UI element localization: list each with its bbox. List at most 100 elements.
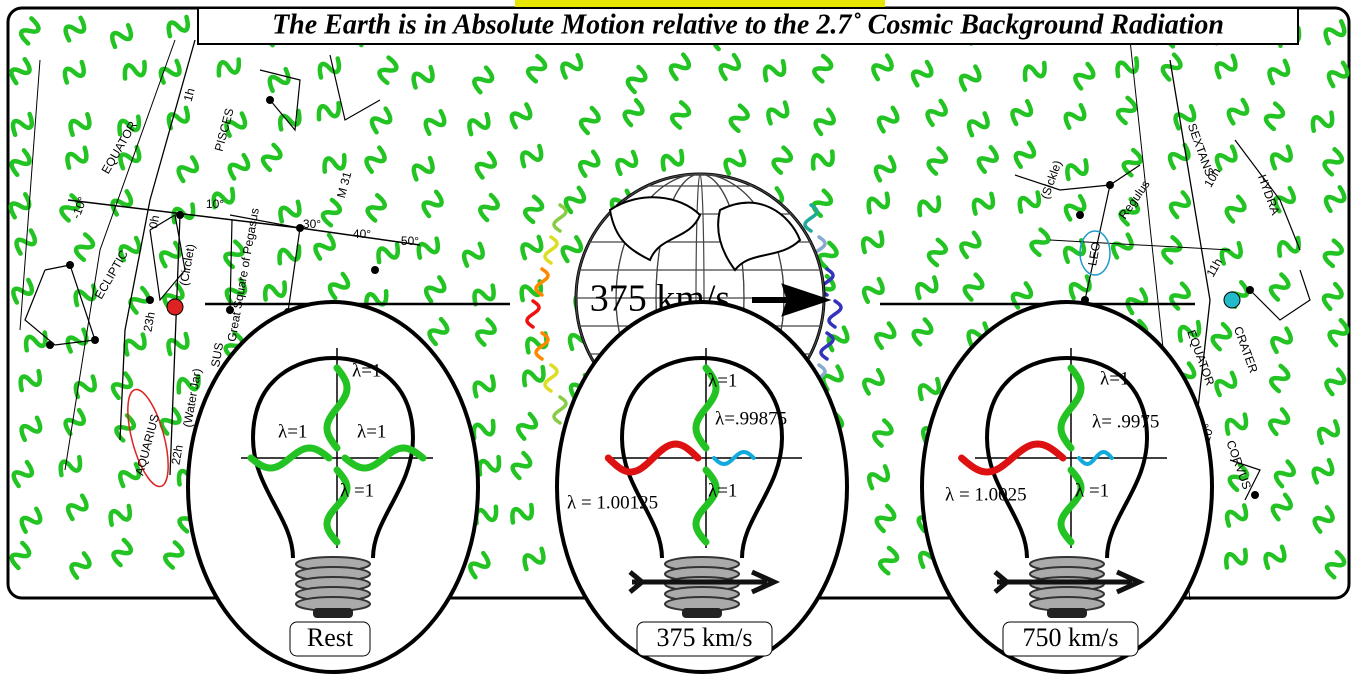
squiggle bbox=[577, 149, 601, 179]
squiggle bbox=[926, 146, 949, 176]
squiggle bbox=[278, 199, 302, 224]
star-line bbox=[169, 214, 181, 476]
squiggle bbox=[1311, 457, 1335, 485]
squiggle bbox=[69, 551, 92, 580]
squiggle bbox=[718, 52, 742, 82]
squiggle bbox=[910, 59, 934, 88]
squiggle bbox=[118, 461, 142, 489]
squiggle bbox=[123, 332, 147, 357]
squiggle bbox=[63, 15, 87, 43]
squiggle bbox=[377, 55, 399, 86]
squiggle bbox=[227, 152, 251, 181]
squiggle bbox=[427, 316, 450, 347]
squiggle bbox=[1010, 98, 1034, 127]
star-line bbox=[259, 69, 301, 132]
wave bbox=[525, 299, 541, 329]
squiggle bbox=[1118, 197, 1141, 227]
wavelength-label: λ = 1.0025 bbox=[945, 484, 1027, 505]
squiggle bbox=[860, 230, 885, 255]
squiggle bbox=[971, 191, 996, 216]
squiggle bbox=[176, 155, 200, 184]
bulb-glass bbox=[619, 355, 785, 559]
star-label: SUS bbox=[208, 341, 226, 368]
wave bbox=[692, 364, 720, 452]
squiggle bbox=[966, 111, 990, 138]
wavelength-label: λ=1 bbox=[708, 370, 737, 391]
star bbox=[371, 266, 379, 274]
squiggle bbox=[1214, 53, 1238, 80]
squiggle bbox=[461, 241, 485, 268]
squiggle bbox=[63, 407, 86, 437]
squiggle bbox=[423, 108, 447, 137]
squiggle bbox=[1277, 235, 1301, 258]
star-label: 10° bbox=[206, 197, 224, 211]
squiggle bbox=[669, 100, 692, 130]
squiggle bbox=[1324, 367, 1347, 397]
squiggle bbox=[159, 406, 182, 436]
squiggle bbox=[118, 235, 142, 263]
wave bbox=[604, 440, 702, 476]
star-line bbox=[149, 214, 186, 302]
squiggle bbox=[1327, 318, 1350, 348]
squiggle bbox=[515, 411, 539, 441]
squiggle bbox=[509, 102, 533, 130]
wave bbox=[534, 331, 550, 361]
squiggle bbox=[1326, 60, 1350, 89]
squiggle bbox=[1214, 144, 1238, 172]
wavelength-label: λ=1 bbox=[352, 360, 381, 381]
squiggle bbox=[313, 232, 336, 261]
squiggle bbox=[322, 152, 347, 174]
squiggle bbox=[472, 283, 496, 307]
star-line bbox=[1249, 269, 1311, 321]
wave bbox=[323, 466, 351, 546]
squiggle bbox=[1270, 492, 1293, 522]
squiggle bbox=[108, 503, 133, 527]
squiggle bbox=[9, 540, 32, 571]
squiggle bbox=[467, 111, 491, 137]
wave bbox=[543, 363, 559, 393]
squiggle bbox=[18, 16, 41, 46]
squiggle bbox=[1324, 549, 1347, 580]
squiggle bbox=[211, 186, 236, 210]
continent bbox=[608, 196, 802, 272]
squiggle bbox=[1263, 101, 1286, 132]
squiggle bbox=[668, 52, 692, 82]
squiggle bbox=[813, 107, 836, 137]
squiggle bbox=[278, 108, 302, 132]
wave bbox=[1077, 449, 1114, 467]
squiggle bbox=[224, 111, 248, 138]
squiggle bbox=[871, 53, 894, 82]
wave bbox=[803, 203, 819, 233]
star bbox=[296, 224, 304, 232]
wave bbox=[692, 466, 720, 546]
squiggle bbox=[1322, 238, 1344, 269]
wavelength-label: λ=1 bbox=[357, 421, 386, 442]
squiggle bbox=[1224, 503, 1249, 528]
squiggle bbox=[723, 149, 747, 176]
squiggle bbox=[327, 271, 351, 301]
wave bbox=[323, 364, 351, 452]
squiggle bbox=[277, 244, 302, 266]
squiggle bbox=[1224, 412, 1249, 436]
squiggle bbox=[1214, 370, 1238, 398]
squiggle bbox=[73, 374, 97, 400]
bulb-panel: λ=1 λ = 1.0025 λ= .9975 λ =1 750 km/s bbox=[920, 300, 1214, 674]
squiggle bbox=[862, 367, 885, 396]
bulb-panel: λ=1 λ=1 λ=1 λ =1 Rest bbox=[186, 300, 480, 674]
squiggle bbox=[411, 64, 435, 90]
squiggle bbox=[1310, 110, 1335, 133]
squiggle bbox=[1177, 319, 1202, 343]
squiggle bbox=[1268, 407, 1291, 437]
squiggle bbox=[59, 193, 81, 223]
bulb-tip bbox=[1047, 608, 1087, 618]
squiggle bbox=[14, 228, 38, 256]
star-label: 23h bbox=[141, 311, 158, 333]
squiggle bbox=[158, 58, 182, 85]
star bbox=[226, 306, 234, 314]
squiggle bbox=[766, 100, 790, 126]
caption-box bbox=[1002, 621, 1139, 657]
star-line bbox=[19, 59, 41, 331]
banner bbox=[515, 0, 885, 8]
squiggle bbox=[917, 376, 942, 402]
squiggle bbox=[812, 53, 834, 84]
